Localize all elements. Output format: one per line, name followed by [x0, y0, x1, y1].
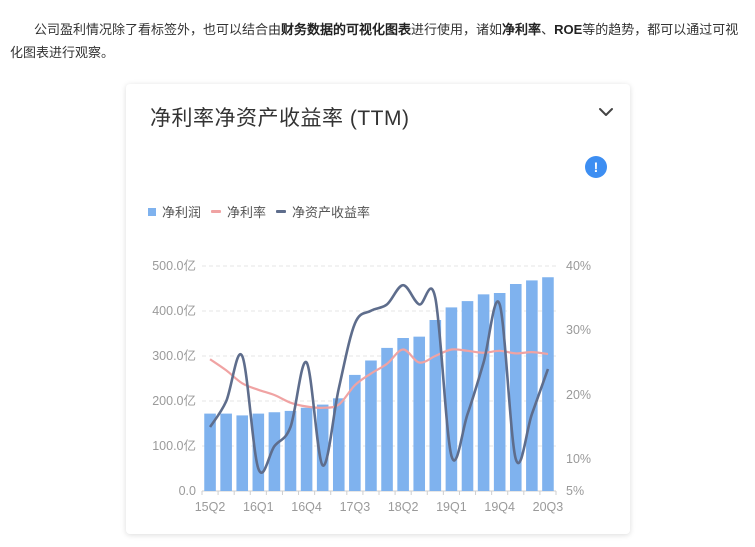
- legend-item-net-profit[interactable]: 净利润: [148, 202, 201, 221]
- bar-net-profit: [381, 347, 393, 491]
- y-tick-label-right: 40%: [566, 259, 591, 273]
- bar-net-profit: [397, 338, 409, 491]
- bar-net-profit: [461, 301, 474, 491]
- x-tick-label: 20Q3: [533, 500, 564, 514]
- legend-item-roe[interactable]: 净资产收益率: [276, 202, 370, 221]
- bar-net-profit: [445, 307, 458, 491]
- bar-net-profit: [526, 280, 538, 491]
- bar-net-profit: [509, 284, 522, 491]
- x-tick-label: 18Q2: [388, 500, 419, 514]
- x-tick-label: 19Q4: [484, 500, 515, 514]
- legend-swatch-net-profit: [148, 207, 156, 216]
- bar-net-profit: [316, 404, 329, 491]
- chart-legend: 净利润 净利率 净资产收益率: [148, 202, 380, 221]
- chevron-down-icon[interactable]: [596, 104, 616, 120]
- y-tick-label-left: 300.0亿: [152, 348, 196, 363]
- x-tick-label: 15Q2: [195, 500, 226, 514]
- y-tick-label-right: 5%: [566, 484, 584, 498]
- legend-item-net-margin[interactable]: 净利率: [211, 202, 266, 221]
- intro-text: 进行使用，诸如: [411, 22, 503, 37]
- legend-label: 净资产收益率: [292, 205, 371, 220]
- line-net-margin: [209, 348, 549, 409]
- legend-swatch-roe: [276, 210, 287, 213]
- intro-bold-roe: ROE: [554, 22, 583, 37]
- chart-card: 净利率净资产收益率 (TTM) ! 净利润 净利率 净资产收益率 0.0 100.…: [126, 84, 630, 534]
- bar-net-profit: [349, 374, 361, 491]
- intro-text: 、: [541, 22, 555, 37]
- bar-net-profit: [300, 407, 313, 491]
- bar-net-profit: [268, 412, 281, 491]
- bar-net-profit: [252, 413, 265, 491]
- x-tick-label: 16Q1: [243, 500, 274, 514]
- y-tick-label-right: 10%: [566, 452, 591, 466]
- y-tick-label-left: 200.0亿: [152, 393, 196, 408]
- x-tick-label: 19Q1: [436, 500, 467, 514]
- bar-net-profit: [220, 413, 232, 491]
- y-tick-label-left: 0.0: [179, 484, 196, 498]
- bar-net-profit: [429, 320, 442, 491]
- bar-net-profit: [365, 360, 377, 491]
- bar-net-profit: [284, 410, 297, 491]
- bar-net-profit: [204, 413, 216, 491]
- intro-bold-viz: 财务数据的可视化图表: [281, 22, 412, 37]
- bar-net-profit: [542, 277, 554, 491]
- legend-label: 净利率: [227, 205, 267, 220]
- chart-title: 净利率净资产收益率 (TTM): [150, 107, 410, 130]
- bar-net-profit: [477, 294, 490, 491]
- intro-bold-margin: 净利率: [502, 22, 542, 37]
- y-tick-label-left: 400.0亿: [152, 303, 196, 318]
- y-tick-label-left: 100.0亿: [152, 438, 196, 453]
- intro-text: 公司盈利情况除了看标签外，也可以结合由: [34, 22, 282, 37]
- bar-net-profit: [332, 398, 345, 491]
- x-tick-label: 16Q4: [291, 500, 322, 514]
- intro-text: 等的趋势，都可以通过可视化图表进行观察。: [10, 22, 739, 60]
- chart-plot: 0.0 100.0亿 200.0亿 300.0亿 400.0亿 500.0亿 5% 10% 20…: [152, 258, 591, 514]
- intro-paragraph: 公司盈利情况除了看标签外，也可以结合由财务数据的可视化图表进行使用，诸如净利率、…: [10, 18, 745, 64]
- y-tick-label-left: 500.0亿: [152, 258, 196, 273]
- legend-label: 净利润: [162, 205, 202, 220]
- line-roe: [208, 283, 550, 474]
- legend-swatch-net-margin: [211, 210, 222, 213]
- bar-net-profit: [493, 293, 506, 491]
- x-tick-label: 17Q3: [340, 500, 371, 514]
- y-tick-label-right: 30%: [566, 323, 591, 337]
- bar-net-profit: [236, 415, 249, 491]
- y-tick-label-right: 20%: [566, 388, 591, 402]
- bar-net-profit: [413, 336, 426, 491]
- info-icon[interactable]: !: [585, 156, 607, 178]
